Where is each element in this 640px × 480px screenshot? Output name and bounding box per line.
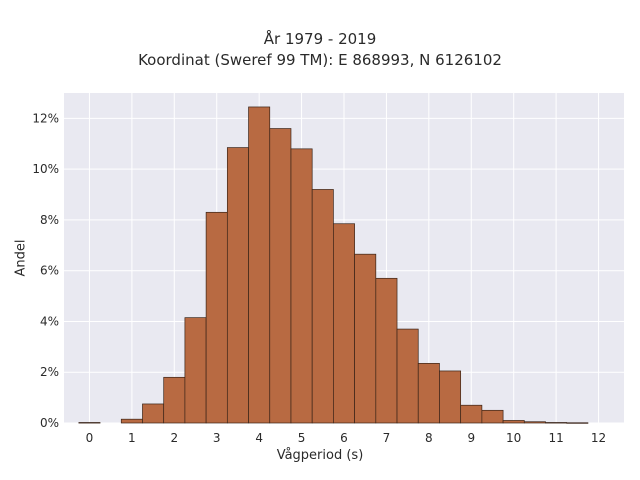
histogram-bar <box>248 106 271 424</box>
histogram-bar <box>226 147 249 424</box>
y-tick-label: 2% <box>40 365 59 379</box>
x-tick-label: 4 <box>255 431 263 445</box>
y-tick-labels: 0% 2% 4% 6% 8% 10% 12% <box>32 111 59 430</box>
y-tick-label: 10% <box>32 162 59 176</box>
y-tick-label: 8% <box>40 213 59 227</box>
y-tick-label: 4% <box>40 314 59 328</box>
histogram-bar <box>163 376 186 424</box>
x-tick-label: 3 <box>213 431 221 445</box>
x-axis-label: Vågperiod (s) <box>276 448 364 463</box>
x-tick-label: 1 <box>128 431 136 445</box>
x-tick-label: 11 <box>548 431 563 445</box>
bars <box>78 106 589 424</box>
histogram-bar <box>120 418 143 424</box>
histogram-bar <box>502 420 525 424</box>
histogram-bar <box>142 403 165 424</box>
histogram-bar <box>184 317 207 424</box>
x-tick-label: 7 <box>383 431 391 445</box>
histogram-bar <box>566 422 589 424</box>
histogram-bar <box>290 148 313 424</box>
x-tick-label: 10 <box>506 431 521 445</box>
histogram-bar <box>417 362 440 424</box>
x-tick-labels: 0 1 2 3 4 5 6 7 8 9 10 11 12 <box>86 431 607 445</box>
histogram-bar <box>396 328 419 424</box>
histogram-bar <box>269 128 292 424</box>
x-tick-label: 8 <box>425 431 433 445</box>
histogram-bar <box>354 253 377 424</box>
x-tick-label: 9 <box>467 431 475 445</box>
x-tick-label: 2 <box>170 431 178 445</box>
histogram-bar <box>481 409 504 424</box>
x-tick-label: 6 <box>340 431 348 445</box>
chart-subtitle: Koordinat (Sweref 99 TM): E 868993, N 61… <box>138 51 502 69</box>
histogram-bar <box>375 277 398 424</box>
x-tick-label: 12 <box>591 431 606 445</box>
histogram-bar <box>205 211 228 424</box>
histogram-bar <box>460 404 483 424</box>
y-tick-label: 0% <box>40 416 59 430</box>
histogram-bar <box>523 421 546 424</box>
y-axis-label: Andel <box>13 239 29 277</box>
histogram-bar <box>439 370 462 424</box>
histogram-bar <box>333 223 355 424</box>
x-tick-label: 5 <box>298 431 306 445</box>
chart-title: År 1979 - 2019 <box>263 30 377 48</box>
y-tick-label: 6% <box>40 264 59 278</box>
histogram-bar <box>78 422 101 424</box>
histogram-bar <box>545 422 568 424</box>
x-tick-label: 0 <box>86 431 94 445</box>
y-tick-label: 12% <box>32 111 59 125</box>
histogram-bar <box>311 189 334 424</box>
